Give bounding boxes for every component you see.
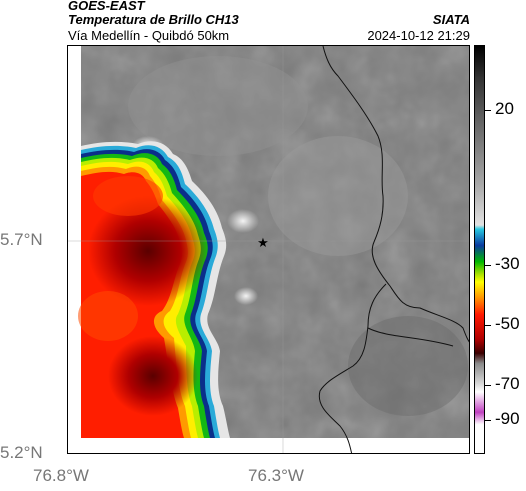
colorbar-tick [485,110,491,111]
no-data-strip [81,438,469,453]
colorbar-tick [485,385,491,386]
colorbar-label: -90 [495,409,520,428]
lon-tick-label: 76.8°W [33,466,89,485]
colorbar-label: -30 [495,254,520,273]
colorbar-tick [485,265,491,266]
cold-core [108,336,198,416]
satellite-name: GOES-EAST [68,0,145,13]
cloud-wisp [227,209,259,233]
cloud-dark-patch [348,316,468,416]
region-label: Vía Medellín - Quibdó 50km [68,28,230,43]
cloud-bright-patch [128,56,308,156]
colorbar-tick [485,420,491,421]
lon-tick-label: 76.3°W [248,466,304,485]
border-line [318,283,387,453]
cold-core [88,196,208,306]
colorbar-label: -50 [495,314,520,333]
lat-tick-label: 5.7°N [0,230,43,249]
colorbar-label: -70 [495,374,520,393]
border-line [322,46,469,343]
border-line [367,327,454,347]
map-canvas: ★ [68,46,469,453]
product-title: Temperatura de Brillo CH13 [68,12,239,27]
colorbar-label: 20 [495,99,514,118]
colorbar [474,45,485,454]
convective-cloud [78,141,230,439]
star-icon: ★ [257,236,269,251]
satellite-map[interactable]: ★ [67,45,470,454]
cloud-wisp [234,287,258,305]
lat-tick-label: 5.2°N [0,443,43,462]
datetime-label: 2024-10-12 21:29 [367,28,470,43]
colorbar-tick [485,325,491,326]
cloud-bright-patch [268,136,408,256]
brand-label: SIATA [432,12,470,27]
